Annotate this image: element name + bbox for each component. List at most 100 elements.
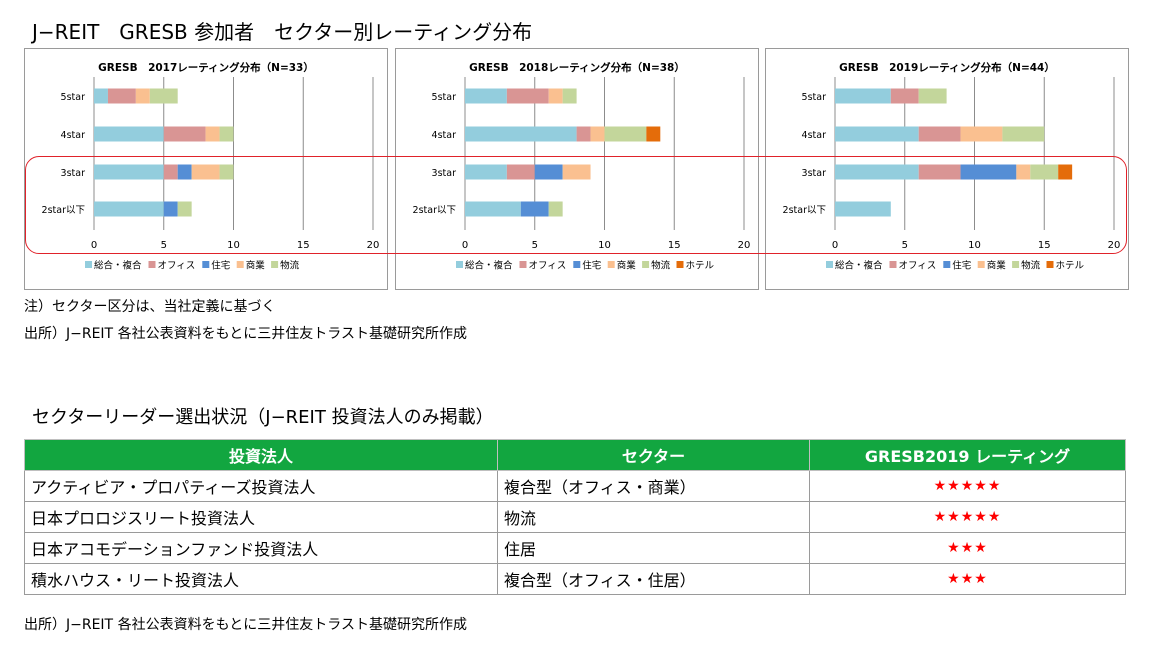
legend-label: 商業: [246, 260, 266, 272]
bar-segment: [1002, 126, 1045, 142]
legend-label: 住宅: [211, 260, 230, 272]
sector-leader-table: 投資法人 セクター GRESB2019 レーティング アクティビア・プロパティー…: [24, 439, 1126, 595]
bar-segment: [835, 88, 891, 104]
bar-segment: [191, 164, 220, 180]
bar-segment: [590, 126, 605, 142]
x-tick-label: 20: [367, 240, 380, 251]
chart-title: GRESB 2018レーティング分布（N=38）: [469, 61, 685, 74]
bar-segment: [548, 201, 563, 217]
bar-segment: [890, 88, 919, 104]
x-tick-label: 5: [532, 240, 538, 251]
legend-label: 商業: [617, 260, 637, 272]
bar-segment: [918, 164, 961, 180]
bar-segment: [94, 201, 164, 217]
legend-label: オフィス: [158, 261, 196, 272]
chart-title: GRESB 2017レーティング分布（N=33）: [98, 61, 314, 74]
category-label: 2star以下: [42, 205, 85, 216]
category-label: 5star: [61, 92, 86, 103]
category-label: 2star以下: [783, 205, 826, 216]
legend-swatch: [202, 261, 210, 268]
legend-swatch: [236, 261, 244, 268]
bar-segment: [562, 88, 577, 104]
x-tick-label: 15: [668, 240, 681, 251]
cell-rating-stars: ★★★★★: [809, 501, 1126, 533]
bar-segment: [465, 201, 521, 217]
table-title: セクターリーダー選出状況（J−REIT 投資法人のみ掲載）: [32, 407, 494, 428]
legend-label: 総合・複合: [835, 260, 883, 272]
bar-segment: [835, 126, 919, 142]
legend-swatch: [642, 261, 650, 268]
legend-label: 住宅: [582, 260, 601, 272]
category-label: 5star: [802, 92, 827, 103]
legend-label: 物流: [1021, 260, 1041, 272]
bar-segment: [163, 126, 206, 142]
header-sector: セクター: [497, 439, 810, 471]
table-row: アクティビア・プロパティーズ投資法人 複合型（オフィス・商業） ★★★★★: [24, 470, 1126, 502]
legend-label: 総合・複合: [465, 260, 513, 272]
bar-segment: [149, 88, 178, 104]
source-note-2: 出所）J−REIT 各社公表資料をもとに三井住友トラスト基礎研究所作成: [24, 617, 468, 633]
chart-title: GRESB 2019レーティング分布（N=44）: [839, 61, 1055, 74]
cell-corporation: 積水ハウス・リート投資法人: [24, 563, 498, 595]
x-tick-label: 15: [297, 240, 310, 251]
bar-segment: [94, 164, 164, 180]
bar-segment: [94, 126, 164, 142]
category-label: 5star: [432, 92, 457, 103]
chart-2019-svg: GRESB 2019レーティング分布（N=44）0 5 10 15 205star4st…: [783, 61, 1121, 272]
cell-sector: 複合型（オフィス・住居）: [497, 563, 810, 595]
chart-2019: GRESB 2019レーティング分布（N=44） 0 5 10 15 20 5star 4st…: [765, 48, 1129, 290]
source-note-1: 出所）J−REIT 各社公表資料をもとに三井住友トラスト基礎研究所作成: [24, 326, 468, 342]
bar-segment: [465, 164, 507, 180]
legend-label: 物流: [651, 260, 671, 272]
legend-swatch: [676, 261, 684, 268]
legend-label: オフィス: [529, 261, 567, 272]
legend-label: ホテル: [686, 261, 715, 272]
cell-rating-stars: ★★★: [809, 563, 1126, 595]
category-label: 4star: [61, 130, 86, 141]
bar-segment: [534, 164, 563, 180]
category-label: 3star: [802, 168, 827, 179]
bar-segment: [163, 164, 178, 180]
category-label: 3star: [432, 168, 457, 179]
bar-segment: [177, 201, 192, 217]
legend-swatch: [607, 261, 615, 268]
bar-segment: [918, 126, 961, 142]
bar-segment: [1016, 164, 1031, 180]
bar-segment: [548, 88, 563, 104]
bar-segment: [205, 126, 220, 142]
legend-swatch: [573, 261, 581, 268]
legend-label: ホテル: [1056, 261, 1085, 272]
bar-segment: [163, 201, 178, 217]
bar-segment: [506, 88, 549, 104]
cell-sector: 物流: [497, 501, 810, 533]
bar-segment: [918, 88, 947, 104]
bar-segment: [562, 164, 591, 180]
chart-2018-svg: GRESB 2018レーティング分布（N=38） 0 5 10 15 20 5star 4st…: [413, 61, 751, 272]
legend-swatch: [148, 261, 156, 268]
table-row: 積水ハウス・リート投資法人 複合型（オフィス・住居） ★★★: [24, 563, 1126, 595]
bar-segment: [1030, 164, 1059, 180]
bar-segment: [960, 164, 1017, 180]
cell-rating-stars: ★★★: [809, 532, 1126, 564]
category-label: 3star: [61, 168, 86, 179]
x-tick-label: 0: [832, 240, 838, 251]
bar-segment: [576, 126, 591, 142]
bar-segment: [604, 126, 647, 142]
cell-rating-stars: ★★★★★: [809, 470, 1126, 502]
chart-2018: GRESB 2018レーティング分布（N=38） 0 5 10 15 20 5star 4st…: [395, 48, 759, 290]
legend-label: 物流: [280, 260, 300, 272]
x-tick-label: 10: [598, 240, 611, 251]
legend-label: 住宅: [952, 260, 971, 272]
cell-corporation: アクティビア・プロパティーズ投資法人: [24, 470, 498, 502]
legend-swatch: [271, 261, 279, 268]
cell-sector: 住居: [497, 532, 810, 564]
x-tick-label: 15: [1038, 240, 1051, 251]
x-tick-label: 20: [738, 240, 751, 251]
page-title: J−REIT GRESB 参加者 セクター別レーティング分布: [32, 20, 533, 44]
cell-sector: 複合型（オフィス・商業）: [497, 470, 810, 502]
bar-segment: [835, 201, 891, 217]
highlight-3star-frame: [25, 156, 1127, 254]
bar-segment: [1058, 164, 1073, 180]
x-tick-label: 0: [462, 240, 468, 251]
x-tick-label: 0: [91, 240, 97, 251]
